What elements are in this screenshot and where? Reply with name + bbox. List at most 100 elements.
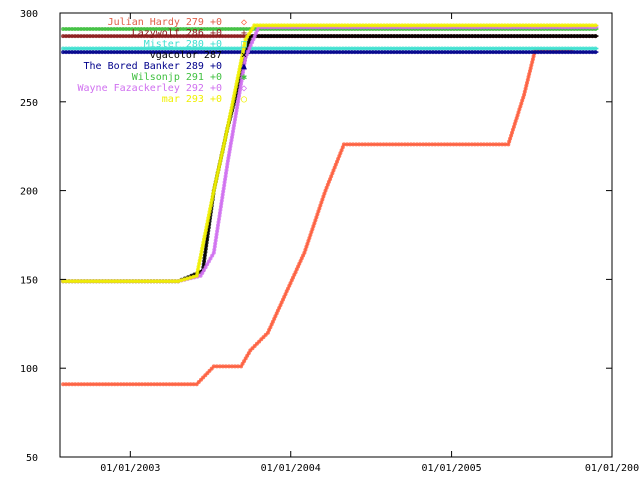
series-point	[572, 50, 577, 55]
series-point	[109, 46, 114, 51]
series-point	[388, 23, 393, 28]
series-point	[70, 46, 75, 51]
series-point	[112, 46, 117, 51]
series-point	[485, 50, 490, 55]
series-point	[213, 238, 218, 243]
series-point	[381, 142, 386, 147]
series-point	[100, 34, 105, 39]
series-point	[85, 50, 90, 55]
series-point	[61, 382, 66, 387]
series-point	[197, 261, 202, 266]
legend-label: Mister 280 +0	[144, 39, 222, 50]
series-point	[373, 46, 378, 51]
series-point	[318, 23, 323, 28]
series-point	[590, 46, 595, 51]
series-point	[88, 34, 93, 39]
series-point	[224, 132, 229, 137]
series-point	[340, 50, 345, 55]
series-point	[222, 180, 227, 185]
series-point	[440, 50, 444, 55]
series-point	[400, 46, 405, 51]
series-point	[148, 34, 153, 39]
series-point	[64, 46, 69, 51]
series-point	[575, 23, 580, 28]
series-point	[525, 77, 530, 82]
series-point	[372, 142, 377, 147]
series-point	[70, 50, 75, 55]
series-point	[491, 142, 496, 147]
series-point	[542, 34, 547, 39]
series-point	[425, 34, 430, 39]
series-point	[229, 34, 234, 39]
series-point	[478, 142, 483, 147]
series-point	[373, 50, 378, 55]
series-point	[115, 279, 120, 284]
series-point	[202, 253, 207, 258]
series-point	[335, 34, 340, 39]
series-point	[443, 46, 447, 51]
series-point	[384, 142, 389, 147]
series-point	[551, 46, 556, 51]
series-point	[351, 23, 356, 28]
series-point	[458, 34, 463, 39]
series-point	[70, 382, 75, 387]
series-point	[357, 23, 362, 28]
series-point	[511, 124, 516, 129]
series-point	[91, 34, 96, 39]
series-point	[76, 27, 81, 31]
series-point	[470, 46, 475, 51]
series-point	[437, 46, 441, 51]
series-point	[300, 23, 305, 28]
series-point	[499, 23, 504, 28]
series-point	[157, 46, 162, 51]
series-point	[211, 50, 216, 55]
series-point	[536, 46, 541, 51]
series-point	[205, 34, 210, 39]
x-axis: 01/01/2003 01/01/2004 01/01/2005 01/01/200	[100, 13, 639, 474]
series-point	[85, 46, 90, 51]
series-point	[118, 279, 123, 284]
series-point	[365, 34, 370, 39]
series-point	[157, 34, 162, 39]
series-point	[64, 50, 69, 55]
series-point	[572, 46, 577, 51]
series-point	[229, 46, 234, 51]
series-point	[76, 34, 81, 39]
series-point	[227, 117, 232, 122]
series-point	[136, 46, 141, 51]
series-point	[109, 27, 114, 31]
series-point	[406, 50, 411, 55]
series-point	[175, 27, 180, 31]
series-point	[347, 34, 352, 39]
series-point	[208, 50, 213, 55]
series-point	[219, 201, 224, 206]
series-point	[327, 23, 332, 28]
series-point	[385, 46, 390, 51]
series-point	[262, 46, 267, 51]
series-point	[85, 34, 90, 39]
series-point	[479, 34, 484, 39]
series-point	[506, 46, 511, 51]
series-point	[578, 34, 583, 39]
series-point	[85, 382, 90, 387]
series-point	[205, 219, 210, 223]
series-point	[524, 46, 529, 51]
series-point	[278, 34, 283, 39]
series-point	[396, 142, 401, 147]
series-point	[428, 46, 432, 51]
series-point	[508, 23, 513, 28]
series-point	[248, 43, 253, 48]
series-point	[176, 279, 181, 284]
series-point	[223, 364, 228, 369]
series-point	[500, 50, 505, 55]
series-point	[370, 23, 374, 28]
series-point	[220, 364, 225, 369]
series-point	[64, 27, 69, 31]
series-point	[302, 34, 307, 39]
series-point	[497, 142, 502, 147]
series-point	[233, 117, 237, 122]
series-point	[103, 27, 108, 31]
series-point	[273, 23, 278, 28]
series-point	[322, 50, 327, 55]
series-point	[289, 46, 294, 51]
